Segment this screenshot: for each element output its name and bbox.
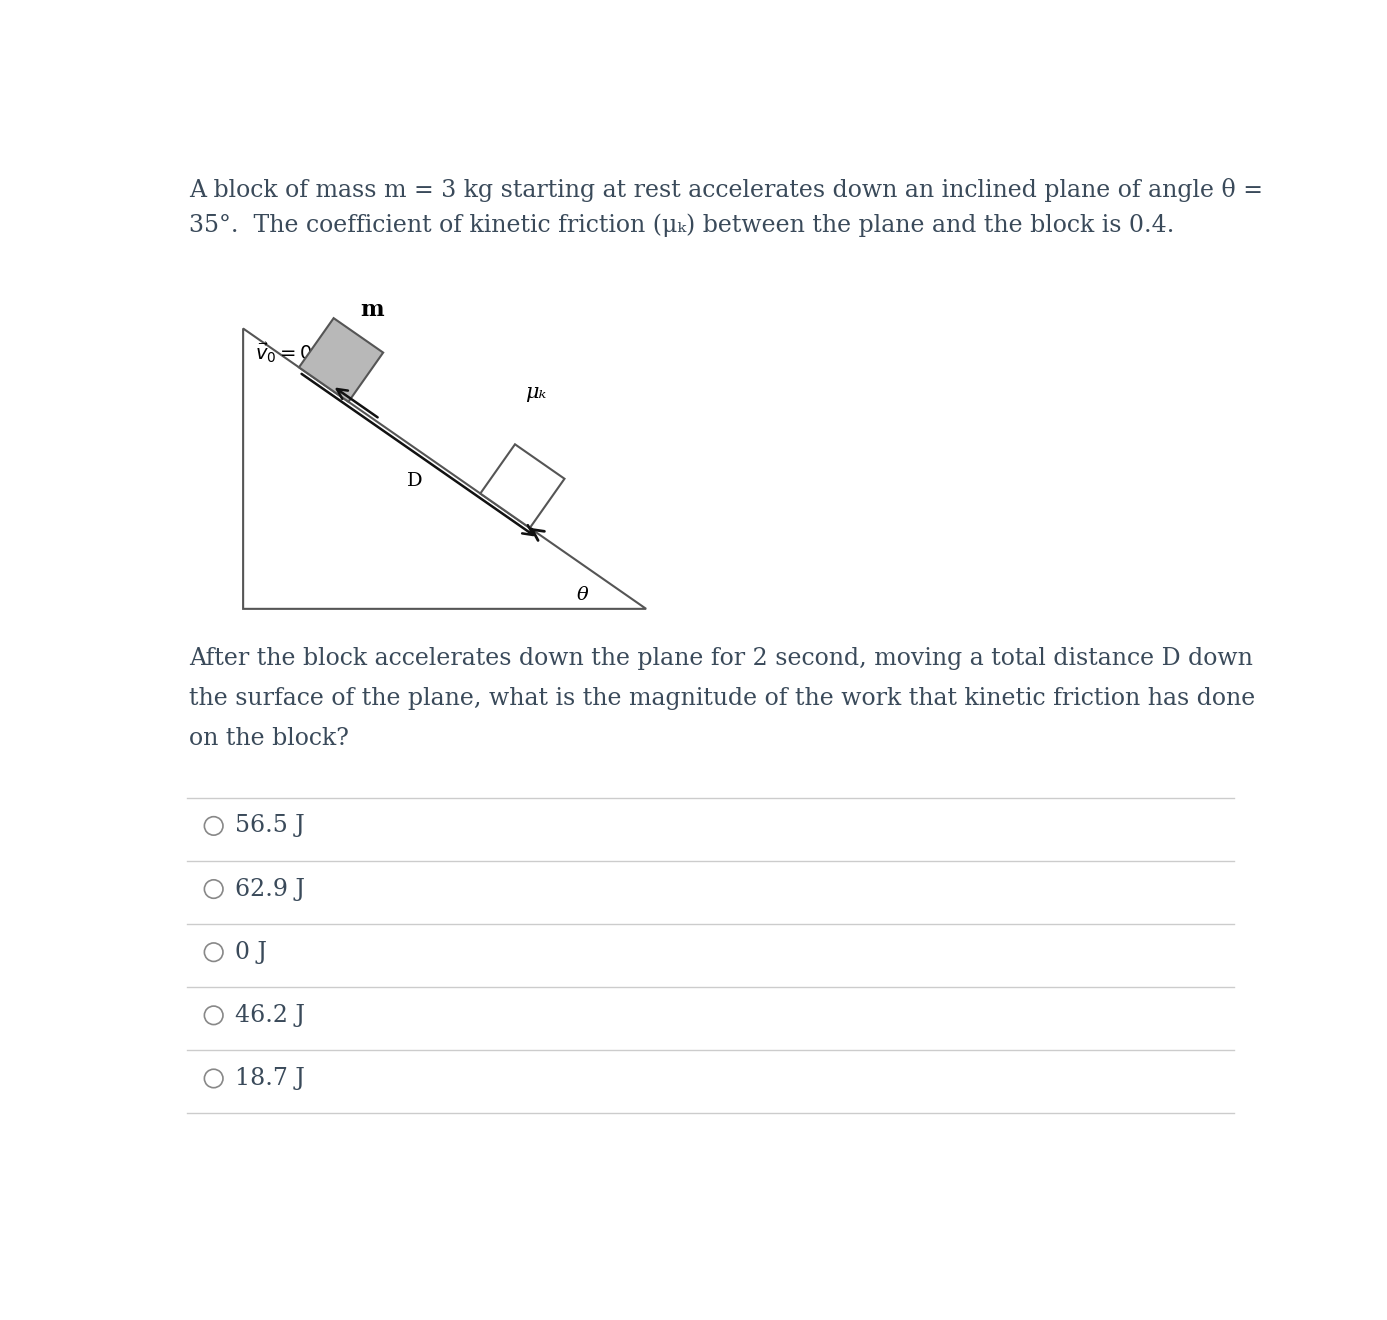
Text: m: m (361, 298, 384, 321)
Text: D: D (406, 473, 423, 490)
Text: 56.5 J: 56.5 J (236, 814, 305, 837)
Text: 35°.  The coefficient of kinetic friction (μₖ) between the plane and the block i: 35°. The coefficient of kinetic friction… (189, 214, 1175, 238)
Polygon shape (300, 318, 383, 401)
Polygon shape (243, 329, 646, 609)
Text: θ: θ (577, 586, 588, 605)
Text: 62.9 J: 62.9 J (236, 878, 305, 900)
Text: 0 J: 0 J (236, 941, 268, 964)
Text: After the block accelerates down the plane for 2 second, moving a total distance: After the block accelerates down the pla… (189, 647, 1252, 671)
Text: 46.2 J: 46.2 J (236, 1003, 305, 1027)
Text: on the block?: on the block? (189, 727, 348, 751)
Text: $\vec{v}_0 = 0$: $\vec{v}_0 = 0$ (255, 341, 312, 364)
Text: 18.7 J: 18.7 J (236, 1067, 305, 1090)
Polygon shape (480, 445, 565, 528)
Text: A block of mass m = 3 kg starting at rest accelerates down an inclined plane of : A block of mass m = 3 kg starting at res… (189, 178, 1264, 202)
Text: the surface of the plane, what is the magnitude of the work that kinetic frictio: the surface of the plane, what is the ma… (189, 688, 1255, 710)
Text: μₖ: μₖ (526, 383, 546, 403)
